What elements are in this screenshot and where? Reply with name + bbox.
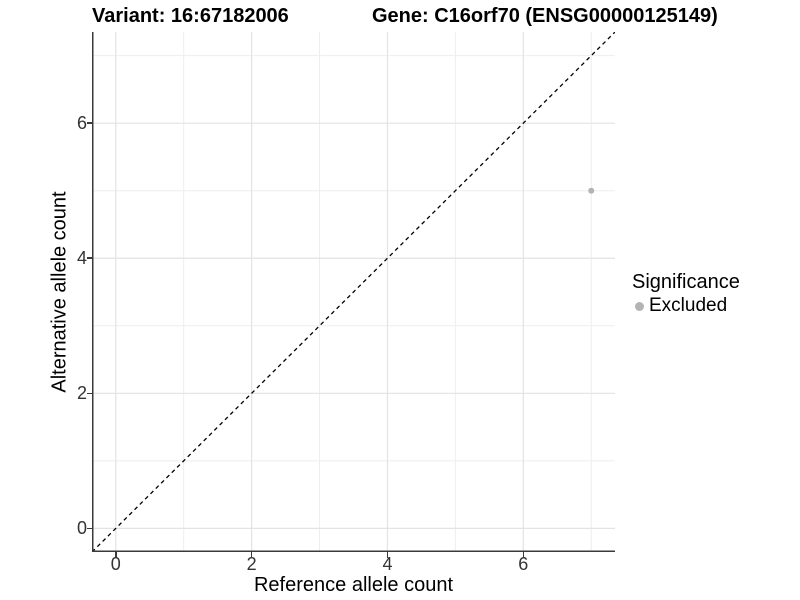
legend-title: Significance <box>632 271 740 293</box>
y-tick-label: 0 <box>76 518 87 539</box>
y-tick-label: 6 <box>76 113 87 134</box>
x-tick-mark <box>250 552 253 558</box>
identity-line <box>92 32 615 552</box>
y-tick-mark <box>86 122 92 124</box>
x-tick-label: 6 <box>518 554 529 574</box>
x-axis-title: Reference allele count <box>253 574 453 596</box>
data-point <box>588 187 595 194</box>
x-tick-mark <box>386 552 389 558</box>
y-axis-title: Alternative allele count <box>48 191 71 393</box>
x-tick-mark <box>115 552 117 558</box>
x-tick-label: 0 <box>110 554 121 574</box>
legend-key-dot-icon <box>635 301 644 311</box>
y-tick-mark <box>86 527 92 530</box>
y-tick-mark <box>86 257 92 259</box>
y-tick-label: 2 <box>76 383 87 404</box>
x-tick-mark <box>522 552 525 558</box>
legend: Significance Excluded <box>632 271 740 317</box>
y-axis-title-box: Alternative allele count <box>46 32 74 552</box>
y-tick-label: 4 <box>76 248 87 269</box>
x-tick-label: 4 <box>382 554 393 574</box>
plot-panel <box>92 32 615 552</box>
legend-item: Excluded <box>632 295 740 317</box>
gene-title: Gene: C16orf70 (ENSG00000125149) <box>372 5 718 27</box>
legend-items: Excluded <box>632 295 740 317</box>
y-tick-mark <box>86 392 92 395</box>
plot-canvas <box>92 32 615 552</box>
x-tick-label: 2 <box>246 554 257 574</box>
variant-title: Variant: 16:67182006 <box>92 5 289 27</box>
legend-item-label: Excluded <box>649 295 728 316</box>
